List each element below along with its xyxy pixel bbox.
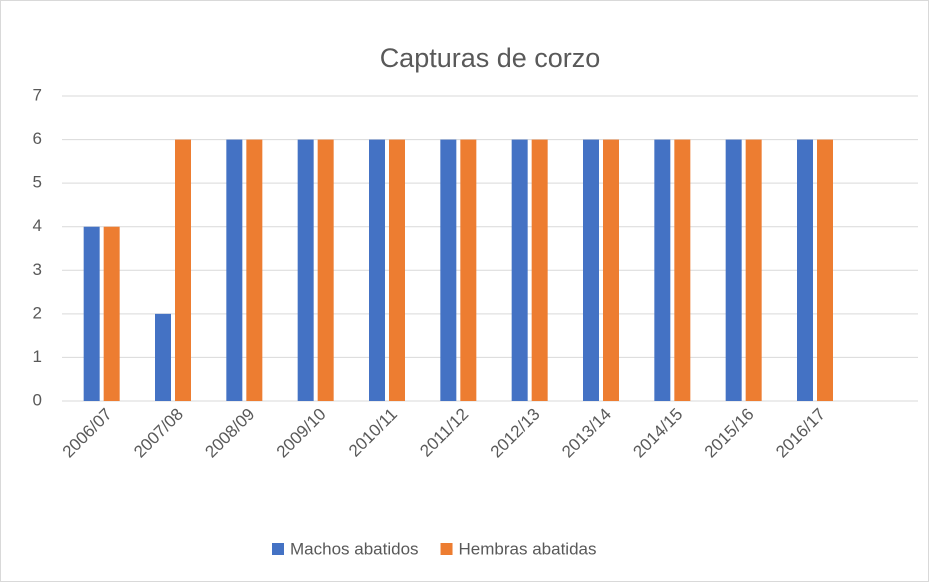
bar	[797, 139, 813, 402]
y-tick-label: 0	[33, 390, 42, 409]
bar	[817, 139, 833, 402]
bar	[246, 139, 263, 402]
bar	[745, 139, 762, 402]
bar	[297, 139, 314, 402]
bar	[175, 139, 191, 402]
bar	[674, 139, 691, 402]
bar	[583, 139, 599, 402]
y-tick-label: 4	[33, 216, 42, 235]
legend-swatch	[440, 543, 453, 555]
y-tick-label: 1	[33, 347, 42, 366]
y-tick-label: 6	[33, 129, 42, 148]
legend-swatch	[272, 543, 284, 555]
y-tick-label: 5	[33, 173, 42, 192]
bar	[389, 139, 405, 402]
bar	[531, 139, 548, 402]
bar	[460, 139, 477, 402]
bar	[83, 226, 100, 401]
bar	[440, 139, 457, 402]
y-tick-label: 7	[33, 85, 42, 104]
legend-label: Machos abatidos	[290, 539, 419, 558]
bar	[317, 139, 334, 402]
bar	[103, 226, 120, 401]
bar	[155, 313, 171, 401]
y-tick-label: 2	[33, 303, 42, 322]
chart-title: Capturas de corzo	[380, 43, 601, 73]
bar	[511, 139, 528, 402]
legend-label: Hembras abatidas	[459, 539, 597, 558]
bar	[603, 139, 619, 402]
y-tick-label: 3	[33, 260, 42, 279]
bar	[369, 139, 385, 402]
bar	[725, 139, 742, 402]
bar	[226, 139, 243, 402]
bar	[654, 139, 671, 402]
